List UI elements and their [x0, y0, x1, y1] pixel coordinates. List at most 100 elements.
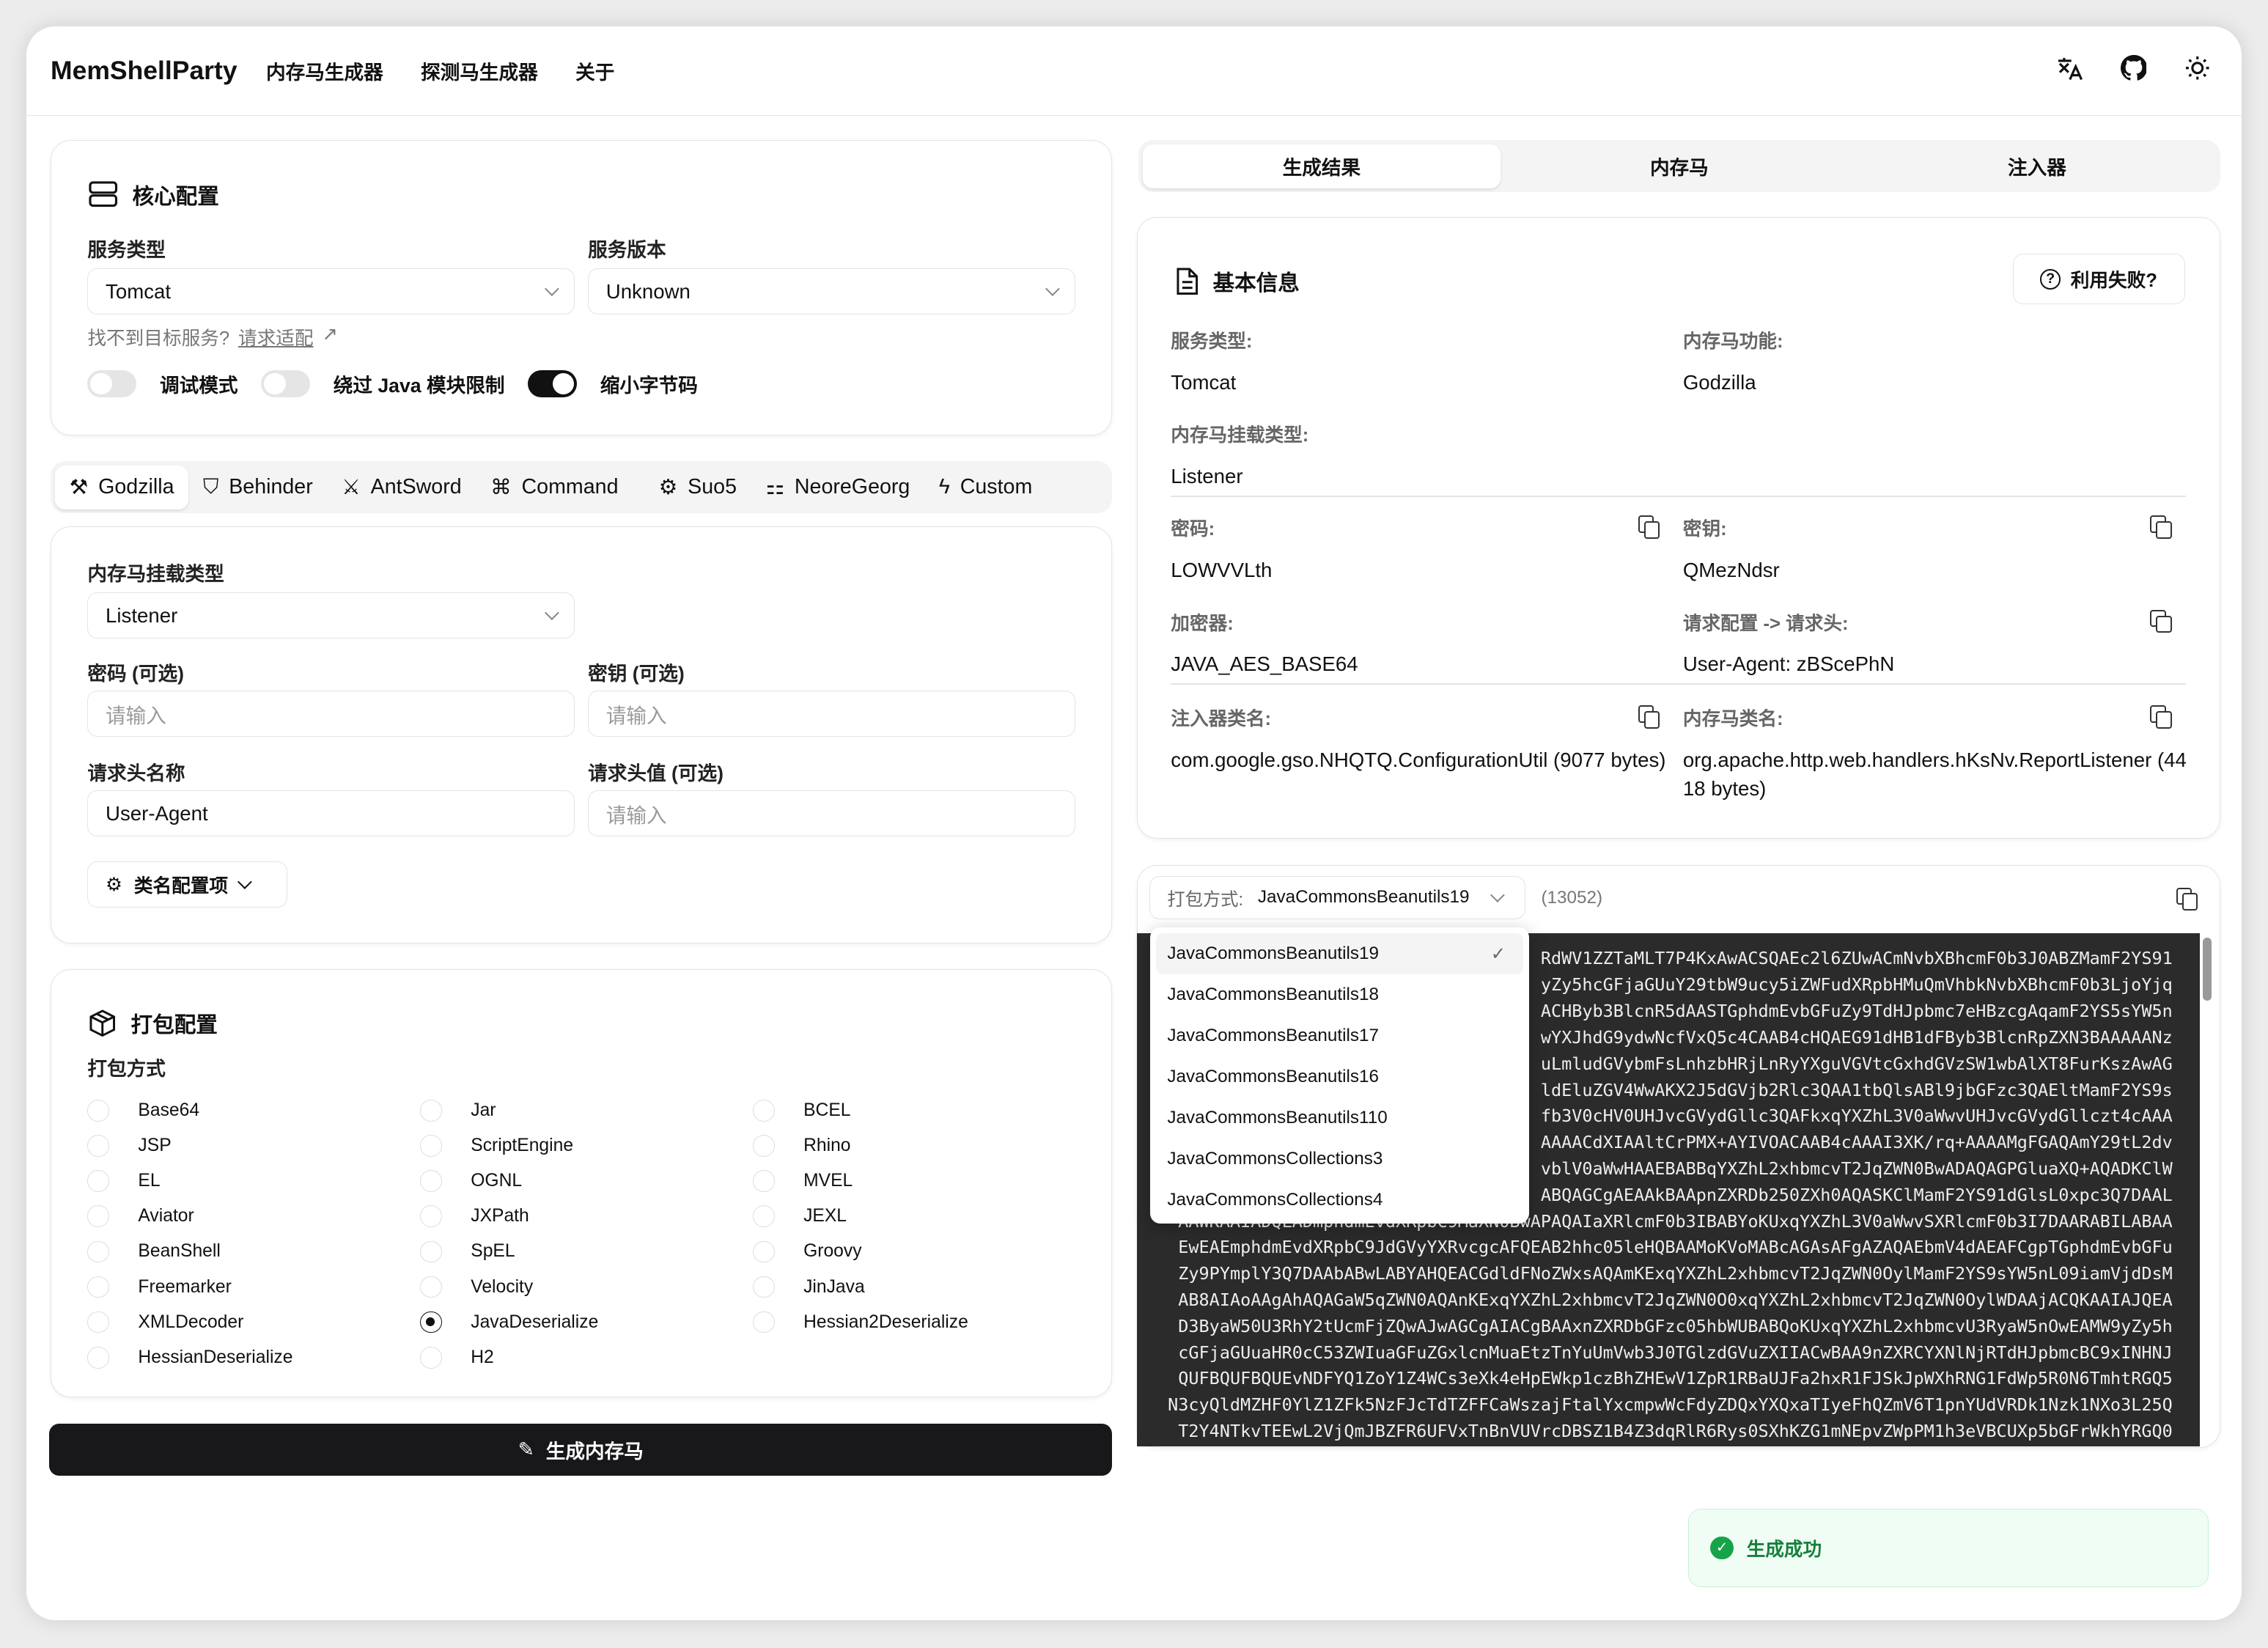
radio-option[interactable]: HessianDeserialize: [87, 1340, 420, 1375]
header-name-input[interactable]: User-Agent: [87, 790, 575, 837]
code-line: Zy9PYmplY3Q7DAAbABwLABYAHQEACGdldFNoZWxs…: [1178, 1263, 2173, 1284]
scrollbar-thumb[interactable]: [2203, 937, 2212, 1001]
dropdown-option[interactable]: JavaCommonsBeanutils19 ✓: [1155, 932, 1523, 974]
radio-button[interactable]: [753, 1240, 775, 1263]
radio-button[interactable]: [87, 1311, 109, 1334]
radio-option[interactable]: Base64: [87, 1093, 420, 1128]
radio-button[interactable]: [753, 1100, 775, 1122]
radio-option[interactable]: JSP: [87, 1128, 420, 1163]
radio-button[interactable]: [87, 1170, 109, 1192]
debug-toggle[interactable]: [87, 369, 137, 398]
radio-option[interactable]: Hessian2Deserialize: [753, 1305, 1086, 1340]
nav-probe-generator[interactable]: 探测马生成器: [421, 61, 538, 84]
tab-neoregeorg[interactable]: ⚏ NeoreGeorg: [751, 466, 924, 509]
radio-button[interactable]: [420, 1240, 442, 1263]
radio-button[interactable]: [87, 1100, 109, 1122]
dropdown-option[interactable]: JavaCommonsBeanutils18: [1156, 974, 1523, 1015]
tab-custom[interactable]: ϟ Custom: [924, 466, 1047, 509]
radio-button[interactable]: [420, 1347, 442, 1369]
chevron-down-icon: [1490, 887, 1505, 902]
copy-icon[interactable]: [1638, 705, 1660, 729]
nav-about[interactable]: 关于: [575, 61, 615, 84]
tab-godzilla[interactable]: ⚒ Godzilla: [54, 466, 189, 510]
radio-button[interactable]: [420, 1205, 442, 1228]
radio-button[interactable]: [420, 1276, 442, 1298]
key-input[interactable]: 请输入: [588, 691, 1076, 737]
radio-button[interactable]: [87, 1205, 109, 1228]
radio-option[interactable]: ScriptEngine: [420, 1128, 753, 1163]
radio-option[interactable]: MVEL: [753, 1163, 1086, 1199]
radio-option[interactable]: BeanShell: [87, 1234, 420, 1269]
radio-option[interactable]: Groovy: [753, 1234, 1086, 1269]
tab-antsword[interactable]: ⚔ AntSword: [327, 466, 476, 509]
tab-suo5[interactable]: ⚙ Suo5: [644, 466, 751, 509]
payload-output[interactable]: RdWV1ZZTaMLT7P4KxAwACSQAEc2l6ZUwACmNvbXB…: [1136, 932, 2201, 1447]
radio-button[interactable]: [87, 1347, 109, 1369]
nav-shell-generator[interactable]: 内存马生成器: [266, 61, 383, 84]
radio-button[interactable]: [753, 1135, 775, 1157]
app-logo[interactable]: MemShellParty: [51, 55, 238, 85]
bypass-module-toggle[interactable]: [261, 369, 311, 398]
radio-option[interactable]: Velocity: [420, 1269, 753, 1304]
radio-button[interactable]: [420, 1135, 442, 1157]
radio-button[interactable]: [420, 1170, 442, 1192]
translate-icon[interactable]: [2057, 55, 2083, 81]
radio-button[interactable]: [420, 1311, 442, 1334]
radio-option[interactable]: Jar: [420, 1093, 753, 1128]
radio-button[interactable]: [420, 1100, 442, 1122]
mount-type-select[interactable]: Listener: [87, 592, 575, 639]
dropdown-option[interactable]: JavaCommonsCollections4: [1156, 1180, 1523, 1221]
radio-option[interactable]: OGNL: [420, 1163, 753, 1199]
radio-option[interactable]: BCEL: [753, 1093, 1086, 1128]
shrink-bytecode-toggle[interactable]: [528, 369, 578, 398]
radio-button[interactable]: [753, 1170, 775, 1192]
code-line: wYXJhdG9ydwNcfVxQ5c4CAAB4cHQAEG91dHB1dFB…: [1540, 1026, 2173, 1048]
radio-option[interactable]: XMLDecoder: [87, 1305, 420, 1340]
server-version-select[interactable]: Unknown: [588, 268, 1076, 315]
radio-option[interactable]: Freemarker: [87, 1269, 420, 1304]
generate-button[interactable]: ✎ 生成内存马: [49, 1423, 1113, 1476]
dropdown-option[interactable]: JavaCommonsBeanutils110: [1156, 1097, 1523, 1138]
password-input[interactable]: 请输入: [87, 691, 575, 737]
server-type-select[interactable]: Tomcat: [87, 268, 575, 315]
tab-injector[interactable]: 注入器: [2007, 157, 2066, 180]
code-line: AAAACdXIAAltCrPMX+AYIVOACAAB4cAAAI3XK/rq…: [1540, 1132, 2173, 1153]
classname-config-button[interactable]: ⚙ 类名配置项: [87, 861, 287, 908]
radio-option[interactable]: Aviator: [87, 1199, 420, 1234]
pack-method-select[interactable]: 打包方式: JavaCommonsBeanutils19: [1149, 875, 1525, 919]
radio-label: EL: [138, 1171, 161, 1191]
tab-result[interactable]: 生成结果: [1142, 144, 1501, 188]
copy-icon[interactable]: [2150, 515, 2172, 540]
exploit-failed-button[interactable]: ? 利用失败?: [2012, 254, 2185, 305]
radio-option[interactable]: JEXL: [753, 1199, 1086, 1234]
radio-option[interactable]: H2: [420, 1340, 753, 1375]
copy-icon[interactable]: [2150, 705, 2172, 729]
radio-option[interactable]: JavaDeserialize: [420, 1305, 753, 1340]
dropdown-option[interactable]: JavaCommonsCollections3: [1156, 1138, 1523, 1180]
pack-method-label: 打包方式: [87, 1057, 166, 1080]
header-value-input[interactable]: 请输入: [588, 790, 1076, 837]
help-circle-icon: ?: [2040, 269, 2061, 290]
dropdown-option[interactable]: JavaCommonsBeanutils17: [1156, 1015, 1523, 1056]
request-adapt-link[interactable]: 请求适配: [238, 328, 314, 349]
copy-icon[interactable]: [2150, 609, 2172, 633]
sun-icon[interactable]: [2184, 55, 2211, 81]
tab-command[interactable]: ⌘ Command: [476, 466, 633, 509]
radio-button[interactable]: [87, 1240, 109, 1263]
copy-icon[interactable]: [2176, 887, 2198, 911]
radio-option[interactable]: JXPath: [420, 1199, 753, 1234]
radio-option[interactable]: SpEL: [420, 1234, 753, 1269]
tab-behinder[interactable]: ⛉ Behinder: [188, 466, 327, 509]
tab-memshell[interactable]: 内存马: [1649, 157, 1709, 180]
radio-option[interactable]: Rhino: [753, 1128, 1086, 1163]
radio-button[interactable]: [87, 1135, 109, 1157]
radio-option[interactable]: JinJava: [753, 1269, 1086, 1304]
github-icon[interactable]: [2120, 54, 2147, 81]
radio-button[interactable]: [753, 1276, 775, 1298]
radio-option[interactable]: EL: [87, 1163, 420, 1199]
radio-button[interactable]: [753, 1311, 775, 1334]
copy-icon[interactable]: [1638, 515, 1660, 540]
dropdown-option[interactable]: JavaCommonsBeanutils16: [1156, 1056, 1523, 1097]
radio-button[interactable]: [87, 1276, 109, 1298]
radio-button[interactable]: [753, 1205, 775, 1228]
